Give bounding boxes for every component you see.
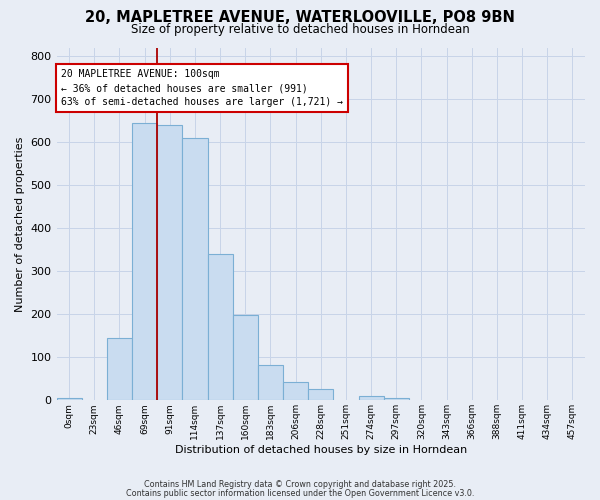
X-axis label: Distribution of detached houses by size in Horndean: Distribution of detached houses by size … bbox=[175, 445, 467, 455]
Bar bbox=[56, 398, 82, 400]
Y-axis label: Number of detached properties: Number of detached properties bbox=[15, 136, 25, 312]
Text: Contains public sector information licensed under the Open Government Licence v3: Contains public sector information licen… bbox=[126, 488, 474, 498]
Text: 20 MAPLETREE AVENUE: 100sqm
← 36% of detached houses are smaller (991)
63% of se: 20 MAPLETREE AVENUE: 100sqm ← 36% of det… bbox=[61, 69, 343, 107]
Bar bbox=[208, 254, 233, 400]
Bar bbox=[157, 125, 182, 400]
Bar bbox=[107, 338, 132, 400]
Bar bbox=[233, 315, 258, 400]
Bar bbox=[132, 123, 157, 400]
Bar bbox=[283, 382, 308, 400]
Bar bbox=[258, 364, 283, 400]
Bar bbox=[182, 138, 208, 400]
Bar bbox=[308, 389, 334, 400]
Text: 20, MAPLETREE AVENUE, WATERLOOVILLE, PO8 9BN: 20, MAPLETREE AVENUE, WATERLOOVILLE, PO8… bbox=[85, 10, 515, 25]
Bar bbox=[383, 398, 409, 400]
Text: Size of property relative to detached houses in Horndean: Size of property relative to detached ho… bbox=[131, 22, 469, 36]
Bar bbox=[359, 396, 383, 400]
Text: Contains HM Land Registry data © Crown copyright and database right 2025.: Contains HM Land Registry data © Crown c… bbox=[144, 480, 456, 489]
